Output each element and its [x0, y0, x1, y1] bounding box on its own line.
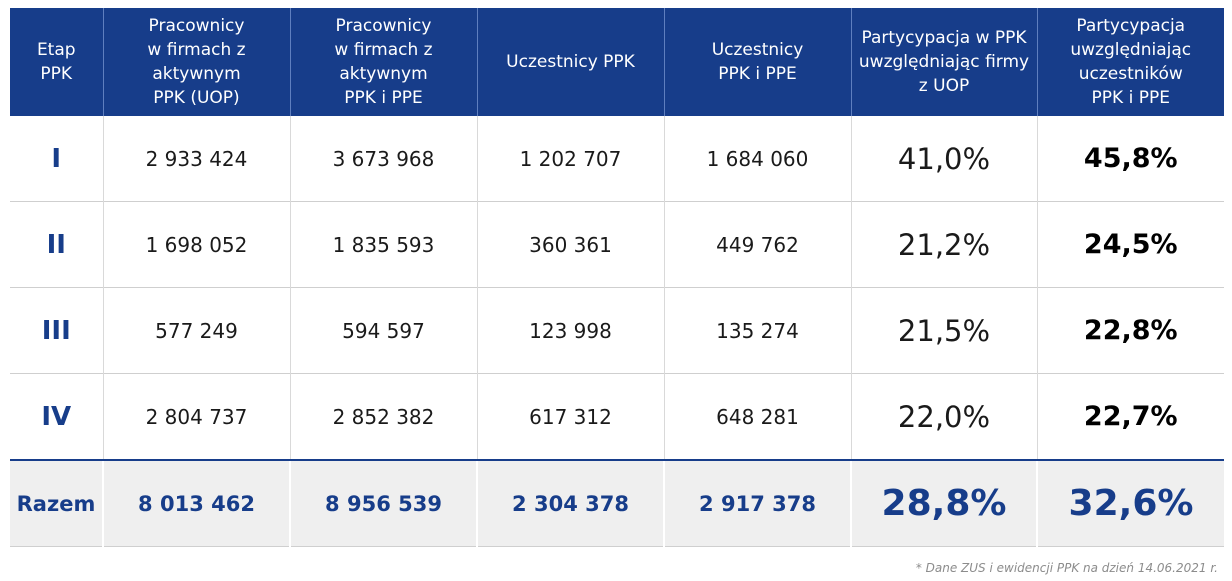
- total-value-cell: 2 917 378: [663, 459, 851, 547]
- value-cell: 1 684 060: [663, 116, 851, 202]
- participation-bold-cell: 22,8%: [1036, 287, 1224, 374]
- header-row: Etap PPK Pracownicy w firmach z aktywnym…: [10, 8, 1224, 116]
- value-cell: 2 804 737: [102, 373, 290, 460]
- value-cell: 3 673 968: [289, 116, 477, 202]
- source-footnote: * Dane ZUS i ewidencji PPK na dzień 14.0…: [915, 561, 1218, 575]
- participation-cell: 21,5%: [850, 287, 1037, 374]
- value-cell: 617 312: [476, 373, 664, 460]
- value-cell: 135 274: [663, 287, 851, 374]
- header-etap-ppk: Etap PPK: [10, 8, 103, 116]
- participation-cell: 21,2%: [850, 201, 1037, 288]
- total-row: Razem 8 013 462 8 956 539 2 304 378 2 91…: [10, 459, 1224, 547]
- participation-bold-cell: 24,5%: [1036, 201, 1224, 288]
- participation-bold-cell: 22,7%: [1036, 373, 1224, 460]
- value-cell: 1 698 052: [102, 201, 290, 288]
- header-pracownicy-ppk-ppe: Pracownicy w firmach z aktywnym PPK i PP…: [289, 8, 477, 116]
- participation-bold-cell: 45,8%: [1036, 116, 1224, 202]
- header-uczestnicy-ppk-ppe: Uczestnicy PPK i PPE: [663, 8, 851, 116]
- total-participation-ppk-ppe: 32,6%: [1036, 459, 1224, 547]
- participation-cell: 22,0%: [850, 373, 1037, 460]
- header-partycypacja-uop: Partycypacja w PPK uwzględniając firmy z…: [850, 8, 1037, 116]
- value-cell: 1 202 707: [476, 116, 664, 202]
- table-body: I 2 933 424 3 673 968 1 202 707 1 684 06…: [10, 116, 1224, 460]
- total-label: Razem: [10, 459, 103, 547]
- value-cell: 360 361: [476, 201, 664, 288]
- ppk-participation-table: Etap PPK Pracownicy w firmach z aktywnym…: [10, 8, 1224, 547]
- value-cell: 2 933 424: [102, 116, 290, 202]
- header-partycypacja-ppk-ppe: Partycypacja uwzględniając uczestników P…: [1036, 8, 1224, 116]
- value-cell: 594 597: [289, 287, 477, 374]
- table-row: IV 2 804 737 2 852 382 617 312 648 281 2…: [10, 373, 1224, 460]
- total-value-cell: 8 013 462: [102, 459, 290, 547]
- stage-cell: IV: [10, 373, 103, 460]
- value-cell: 449 762: [663, 201, 851, 288]
- table-row: I 2 933 424 3 673 968 1 202 707 1 684 06…: [10, 116, 1224, 202]
- participation-cell: 41,0%: [850, 116, 1037, 202]
- stage-cell: II: [10, 201, 103, 288]
- value-cell: 577 249: [102, 287, 290, 374]
- header-pracownicy-uop: Pracownicy w firmach z aktywnym PPK (UOP…: [102, 8, 290, 116]
- table-row: III 577 249 594 597 123 998 135 274 21,5…: [10, 287, 1224, 374]
- table-total: Razem 8 013 462 8 956 539 2 304 378 2 91…: [10, 459, 1224, 547]
- value-cell: 2 852 382: [289, 373, 477, 460]
- stage-cell: III: [10, 287, 103, 374]
- table-header: Etap PPK Pracownicy w firmach z aktywnym…: [10, 8, 1224, 116]
- value-cell: 648 281: [663, 373, 851, 460]
- value-cell: 123 998: [476, 287, 664, 374]
- stage-cell: I: [51, 143, 62, 174]
- total-participation-uop: 28,8%: [850, 459, 1037, 547]
- header-uczestnicy-ppk: Uczestnicy PPK: [476, 8, 664, 116]
- total-value-cell: 2 304 378: [476, 459, 664, 547]
- table-row: II 1 698 052 1 835 593 360 361 449 762 2…: [10, 201, 1224, 288]
- total-value-cell: 8 956 539: [289, 459, 477, 547]
- value-cell: 1 835 593: [289, 201, 477, 288]
